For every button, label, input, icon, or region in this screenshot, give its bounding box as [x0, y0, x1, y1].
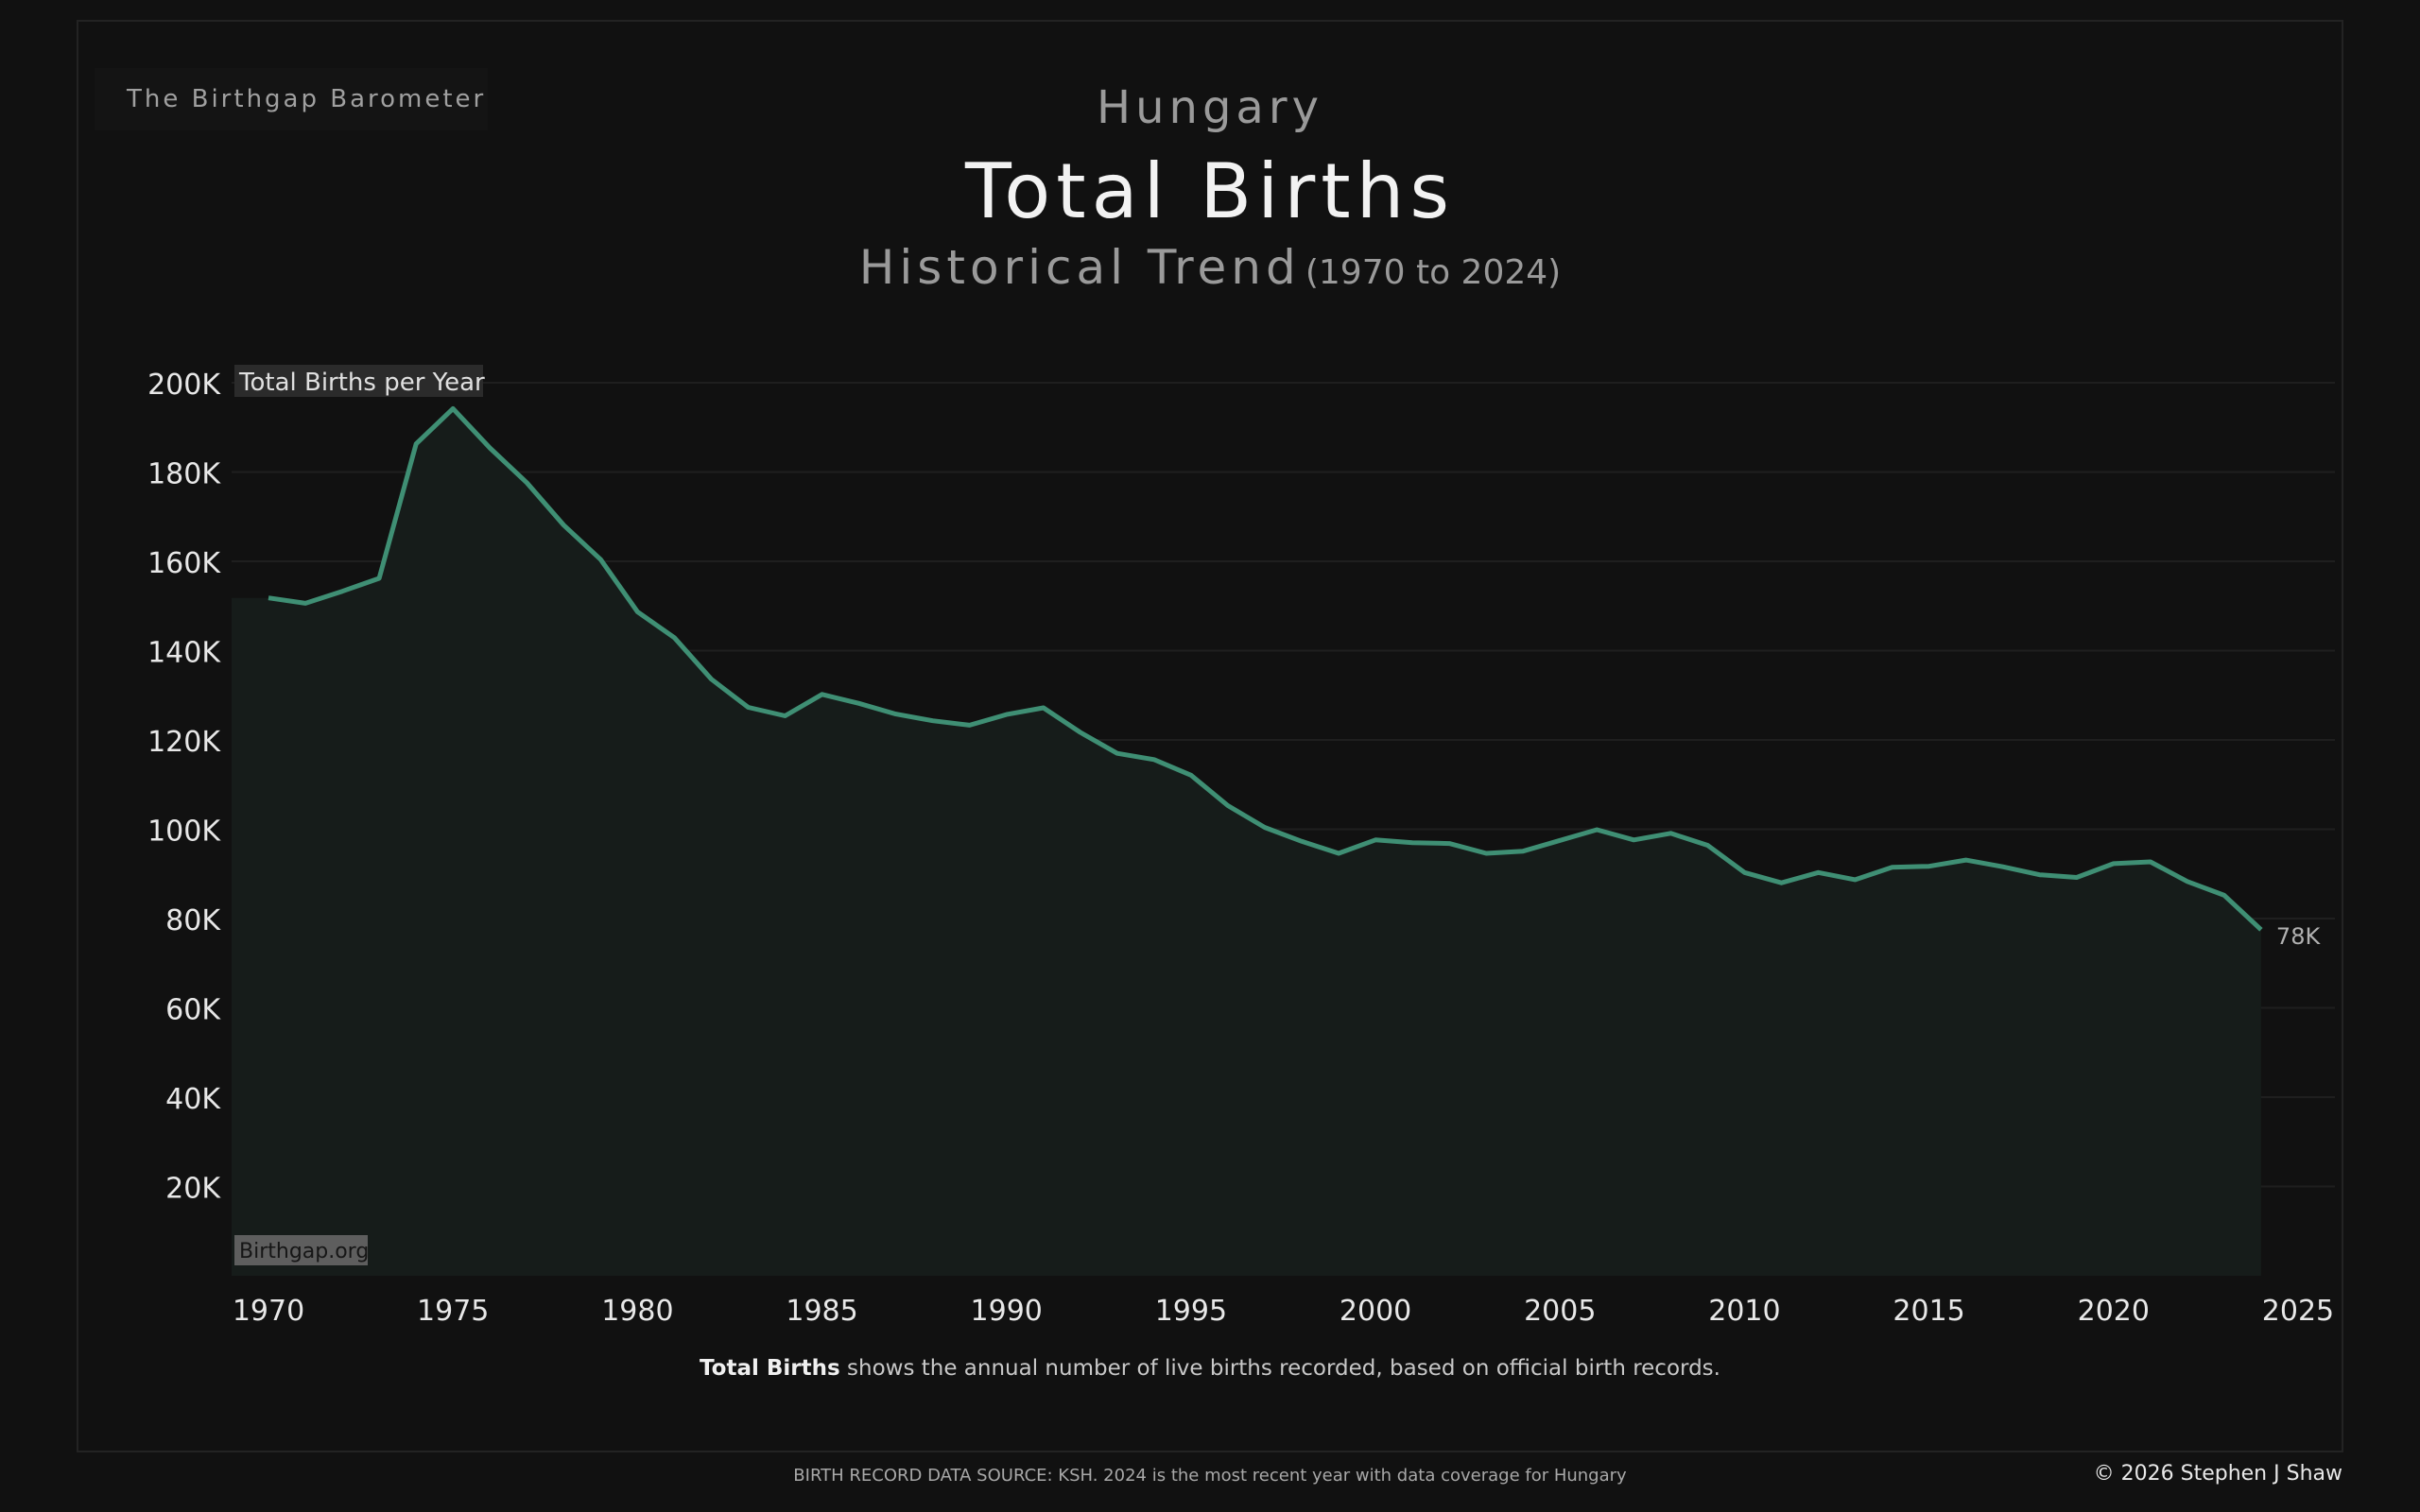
x-tick-label: 2005 — [1524, 1295, 1596, 1328]
births-line — [268, 405, 2263, 932]
y-axis-ticks: 20K 40K 60K 80K 100K 120K 140K 160K 180K 200K — [147, 369, 221, 1206]
y-axis-label: Total Births per Year — [238, 369, 485, 397]
births-area — [232, 408, 2261, 1276]
x-tick-label: 1980 — [601, 1295, 673, 1328]
x-tick-label: 1995 — [1155, 1295, 1227, 1328]
x-tick-label: 2020 — [2078, 1295, 2150, 1328]
watermark-box — [234, 1235, 368, 1265]
y-tick-label: 140K — [147, 637, 221, 670]
chart-title: Total Births — [964, 147, 1455, 235]
y-tick-label: 180K — [147, 458, 221, 491]
x-tick-label: 2000 — [1340, 1295, 1411, 1328]
y-tick-label: 100K — [147, 816, 221, 849]
data-source: BIRTH RECORD DATA SOURCE: KSH. 2024 is t… — [793, 1466, 1627, 1486]
brand-text: The Birthgap Barometer — [127, 85, 487, 113]
subtitle-range: (1970 to 2024) — [1305, 253, 1562, 292]
brand-label: The Birthgap Barometer — [95, 68, 488, 130]
y-axis-label-box — [234, 365, 483, 397]
x-tick-label: 1985 — [786, 1295, 857, 1328]
x-tick-label: 2025 — [2262, 1295, 2334, 1328]
y-tick-label: 120K — [147, 726, 221, 759]
footnote-bold: Total Births — [700, 1356, 840, 1381]
x-tick-label: 2015 — [1893, 1295, 1964, 1328]
x-tick-label: 2010 — [1708, 1295, 1780, 1328]
y-tick-label: 20K — [165, 1173, 221, 1206]
x-tick-label: 1990 — [971, 1295, 1043, 1328]
y-tick-label: 60K — [165, 994, 221, 1027]
chart-subtitle: Historical Trend (1970 to 2024) — [0, 240, 2420, 295]
dashboard-frame — [77, 20, 2343, 1452]
copyright: © 2026 Stephen J Shaw — [2093, 1462, 2342, 1486]
y-tick-label: 40K — [165, 1083, 221, 1116]
y-tick-label: 80K — [165, 904, 221, 937]
y-tick-label: 200K — [147, 369, 221, 402]
subtitle-text: Historical Trend — [858, 240, 1301, 295]
y-tick-label: 160K — [147, 547, 221, 580]
footnote-text: shows the annual number of live births r… — [839, 1356, 1720, 1381]
watermark-text: Birthgap.org — [239, 1240, 369, 1263]
x-tick-label: 1975 — [417, 1295, 489, 1328]
last-value-label: 78K — [2276, 923, 2322, 950]
x-tick-label: 1970 — [233, 1295, 304, 1328]
footnote: Total Births shows the annual number of … — [0, 1356, 2420, 1381]
x-axis-ticks: 1970 1975 1980 1985 1990 1995 2000 2005 2010 2015… — [233, 1295, 2334, 1328]
country-title: Hungary — [1097, 81, 1323, 134]
